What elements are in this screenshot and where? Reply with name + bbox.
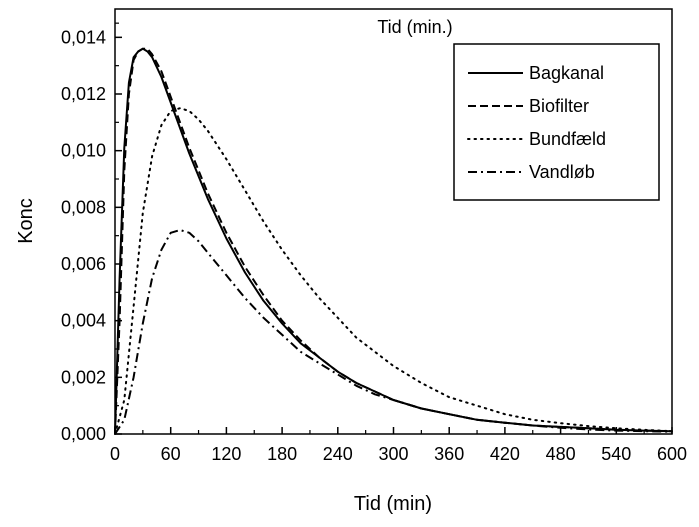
x-tick-label: 60 — [161, 444, 181, 464]
x-tick-label: 0 — [110, 444, 120, 464]
y-tick-label: 0,014 — [61, 27, 106, 47]
y-tick-label: 0,008 — [61, 197, 106, 217]
y-tick-label: 0,002 — [61, 367, 106, 387]
series-layer — [114, 47, 673, 435]
y-tick-label: 0,012 — [61, 84, 106, 104]
y-axis-ticks: 0,000 0,002 0,004 0,006 0,008 0,010 0,012 0,014 — [61, 22, 122, 444]
series-line-vandl-b — [114, 229, 673, 435]
y-tick-label: 0,000 — [61, 424, 106, 444]
legend-label-biofilter: Biofilter — [529, 96, 589, 116]
y-tick-label: 0,006 — [61, 254, 106, 274]
y-tick-label: 0,010 — [61, 141, 106, 161]
x-tick-label: 420 — [490, 444, 520, 464]
x-tick-label: 540 — [601, 444, 631, 464]
legend-items: Bagkanal Biofilter Bundfæld Vandløb — [467, 63, 606, 182]
x-tick-label: 120 — [211, 444, 241, 464]
x-axis-ticks: 0 60 120 180 240 300 360 420 480 540 600 — [110, 427, 687, 464]
x-tick-label: 360 — [434, 444, 464, 464]
y-tick-label: 0,004 — [61, 311, 106, 331]
x-tick-label: 300 — [378, 444, 408, 464]
x-tick-label: 240 — [323, 444, 353, 464]
x-tick-label: 180 — [267, 444, 297, 464]
x-axis-title: Tid (min) — [354, 493, 432, 515]
legend-box — [453, 43, 660, 201]
x-tick-label: 480 — [546, 444, 576, 464]
y-axis-title: Konc — [15, 198, 37, 244]
top-axis-label: Tid (min.) — [377, 17, 452, 37]
series-line-bundf-ld — [114, 107, 673, 435]
legend-label-bundf-ld: Bundfæld — [529, 129, 606, 149]
legend: Bagkanal Biofilter Bundfæld Vandløb — [453, 43, 660, 201]
x-tick-label: 600 — [657, 444, 687, 464]
legend-label-vandl-b: Vandløb — [529, 162, 595, 182]
legend-label-bagkanal: Bagkanal — [529, 63, 604, 83]
